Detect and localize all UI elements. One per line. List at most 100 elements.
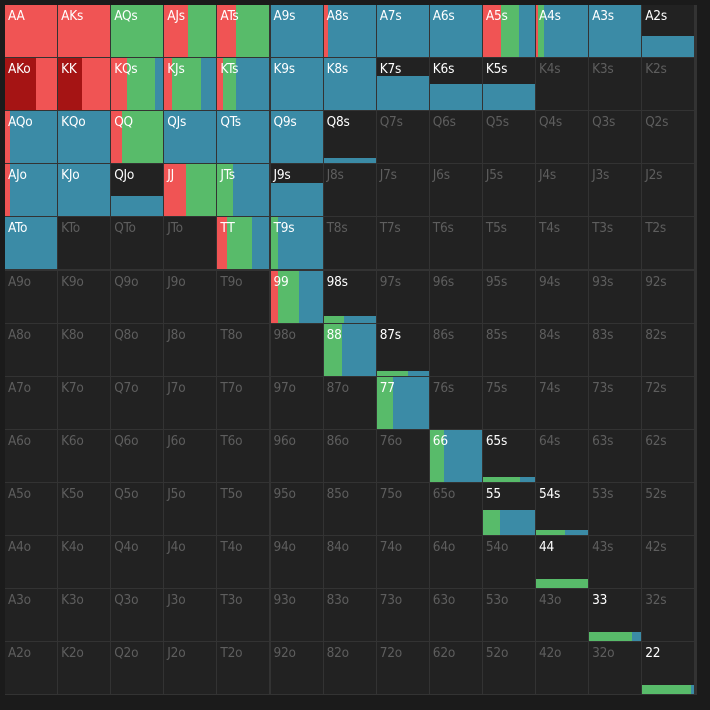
hand-cell-82o[interactable]: 82o [323, 642, 376, 695]
hand-cell-97o[interactable]: 97o [270, 376, 323, 429]
hand-cell-J4s[interactable]: J4s [536, 164, 589, 217]
hand-cell-T8s[interactable]: T8s [323, 217, 376, 270]
hand-cell-43o[interactable]: 43o [536, 589, 589, 642]
hand-cell-93o[interactable]: 93o [270, 589, 323, 642]
hand-cell-K3o[interactable]: K3o [58, 589, 111, 642]
hand-cell-J6o[interactable]: J6o [164, 429, 217, 482]
hand-cell-T3s[interactable]: T3s [589, 217, 642, 270]
hand-cell-QJo[interactable]: QJo [111, 164, 164, 217]
hand-cell-87s[interactable]: 87s [376, 323, 429, 376]
hand-cell-52o[interactable]: 52o [482, 642, 535, 695]
hand-cell-98s[interactable]: 98s [323, 270, 376, 323]
hand-cell-64o[interactable]: 64o [429, 536, 482, 589]
hand-cell-T3o[interactable]: T3o [217, 589, 270, 642]
hand-cell-JJ[interactable]: JJ [164, 164, 217, 217]
hand-cell-T9o[interactable]: T9o [217, 270, 270, 323]
hand-cell-99[interactable]: 99 [270, 270, 323, 323]
hand-cell-J9s[interactable]: J9s [270, 164, 323, 217]
hand-cell-AQo[interactable]: AQo [5, 111, 58, 164]
hand-cell-T9s[interactable]: T9s [270, 217, 323, 270]
hand-cell-J3o[interactable]: J3o [164, 589, 217, 642]
hand-cell-75o[interactable]: 75o [376, 482, 429, 535]
hand-cell-AJs[interactable]: AJs [164, 5, 217, 58]
hand-cell-K7s[interactable]: K7s [376, 58, 429, 111]
hand-cell-K2s[interactable]: K2s [642, 58, 695, 111]
hand-cell-Q2o[interactable]: Q2o [111, 642, 164, 695]
hand-cell-T6o[interactable]: T6o [217, 429, 270, 482]
hand-cell-A9s[interactable]: A9s [270, 5, 323, 58]
hand-cell-T2o[interactable]: T2o [217, 642, 270, 695]
hand-cell-66[interactable]: 66 [429, 429, 482, 482]
hand-cell-QJs[interactable]: QJs [164, 111, 217, 164]
hand-cell-83s[interactable]: 83s [589, 323, 642, 376]
hand-cell-43s[interactable]: 43s [589, 536, 642, 589]
hand-cell-K5o[interactable]: K5o [58, 482, 111, 535]
hand-cell-ATs[interactable]: ATs [217, 5, 270, 58]
hand-cell-K6s[interactable]: K6s [429, 58, 482, 111]
hand-cell-54o[interactable]: 54o [482, 536, 535, 589]
hand-cell-86o[interactable]: 86o [323, 429, 376, 482]
hand-cell-T7s[interactable]: T7s [376, 217, 429, 270]
hand-cell-K8s[interactable]: K8s [323, 58, 376, 111]
hand-cell-Q8s[interactable]: Q8s [323, 111, 376, 164]
hand-cell-97s[interactable]: 97s [376, 270, 429, 323]
hand-cell-Q2s[interactable]: Q2s [642, 111, 695, 164]
hand-cell-72s[interactable]: 72s [642, 376, 695, 429]
hand-cell-K2o[interactable]: K2o [58, 642, 111, 695]
hand-cell-53s[interactable]: 53s [589, 482, 642, 535]
hand-cell-AQs[interactable]: AQs [111, 5, 164, 58]
hand-cell-A8o[interactable]: A8o [5, 323, 58, 376]
hand-cell-A7s[interactable]: A7s [376, 5, 429, 58]
hand-cell-84o[interactable]: 84o [323, 536, 376, 589]
hand-cell-T5o[interactable]: T5o [217, 482, 270, 535]
hand-cell-88[interactable]: 88 [323, 323, 376, 376]
hand-cell-KJo[interactable]: KJo [58, 164, 111, 217]
hand-cell-J2s[interactable]: J2s [642, 164, 695, 217]
hand-cell-Q3s[interactable]: Q3s [589, 111, 642, 164]
hand-cell-J5o[interactable]: J5o [164, 482, 217, 535]
hand-cell-T8o[interactable]: T8o [217, 323, 270, 376]
hand-cell-A6o[interactable]: A6o [5, 429, 58, 482]
hand-cell-K9s[interactable]: K9s [270, 58, 323, 111]
hand-cell-76o[interactable]: 76o [376, 429, 429, 482]
hand-cell-T5s[interactable]: T5s [482, 217, 535, 270]
hand-cell-74s[interactable]: 74s [536, 376, 589, 429]
hand-cell-JTs[interactable]: JTs [217, 164, 270, 217]
hand-cell-55[interactable]: 55 [482, 482, 535, 535]
hand-cell-KTo[interactable]: KTo [58, 217, 111, 270]
hand-cell-95o[interactable]: 95o [270, 482, 323, 535]
hand-cell-A3o[interactable]: A3o [5, 589, 58, 642]
hand-cell-K8o[interactable]: K8o [58, 323, 111, 376]
hand-cell-62s[interactable]: 62s [642, 429, 695, 482]
hand-cell-A6s[interactable]: A6s [429, 5, 482, 58]
hand-cell-QTs[interactable]: QTs [217, 111, 270, 164]
hand-cell-42o[interactable]: 42o [536, 642, 589, 695]
hand-cell-J7o[interactable]: J7o [164, 376, 217, 429]
hand-cell-J8s[interactable]: J8s [323, 164, 376, 217]
hand-cell-62o[interactable]: 62o [429, 642, 482, 695]
hand-cell-65o[interactable]: 65o [429, 482, 482, 535]
hand-cell-82s[interactable]: 82s [642, 323, 695, 376]
hand-cell-A3s[interactable]: A3s [589, 5, 642, 58]
hand-cell-T2s[interactable]: T2s [642, 217, 695, 270]
hand-cell-QQ[interactable]: QQ [111, 111, 164, 164]
hand-cell-TT[interactable]: TT [217, 217, 270, 270]
hand-cell-52s[interactable]: 52s [642, 482, 695, 535]
hand-cell-76s[interactable]: 76s [429, 376, 482, 429]
hand-cell-J7s[interactable]: J7s [376, 164, 429, 217]
hand-cell-Q3o[interactable]: Q3o [111, 589, 164, 642]
hand-cell-K9o[interactable]: K9o [58, 270, 111, 323]
hand-cell-T4s[interactable]: T4s [536, 217, 589, 270]
hand-cell-J8o[interactable]: J8o [164, 323, 217, 376]
hand-cell-64s[interactable]: 64s [536, 429, 589, 482]
hand-cell-85o[interactable]: 85o [323, 482, 376, 535]
hand-cell-J4o[interactable]: J4o [164, 536, 217, 589]
hand-cell-QTo[interactable]: QTo [111, 217, 164, 270]
hand-cell-Q7o[interactable]: Q7o [111, 376, 164, 429]
hand-cell-83o[interactable]: 83o [323, 589, 376, 642]
hand-cell-87o[interactable]: 87o [323, 376, 376, 429]
hand-cell-65s[interactable]: 65s [482, 429, 535, 482]
hand-cell-K6o[interactable]: K6o [58, 429, 111, 482]
hand-cell-AJo[interactable]: AJo [5, 164, 58, 217]
hand-cell-32s[interactable]: 32s [642, 589, 695, 642]
